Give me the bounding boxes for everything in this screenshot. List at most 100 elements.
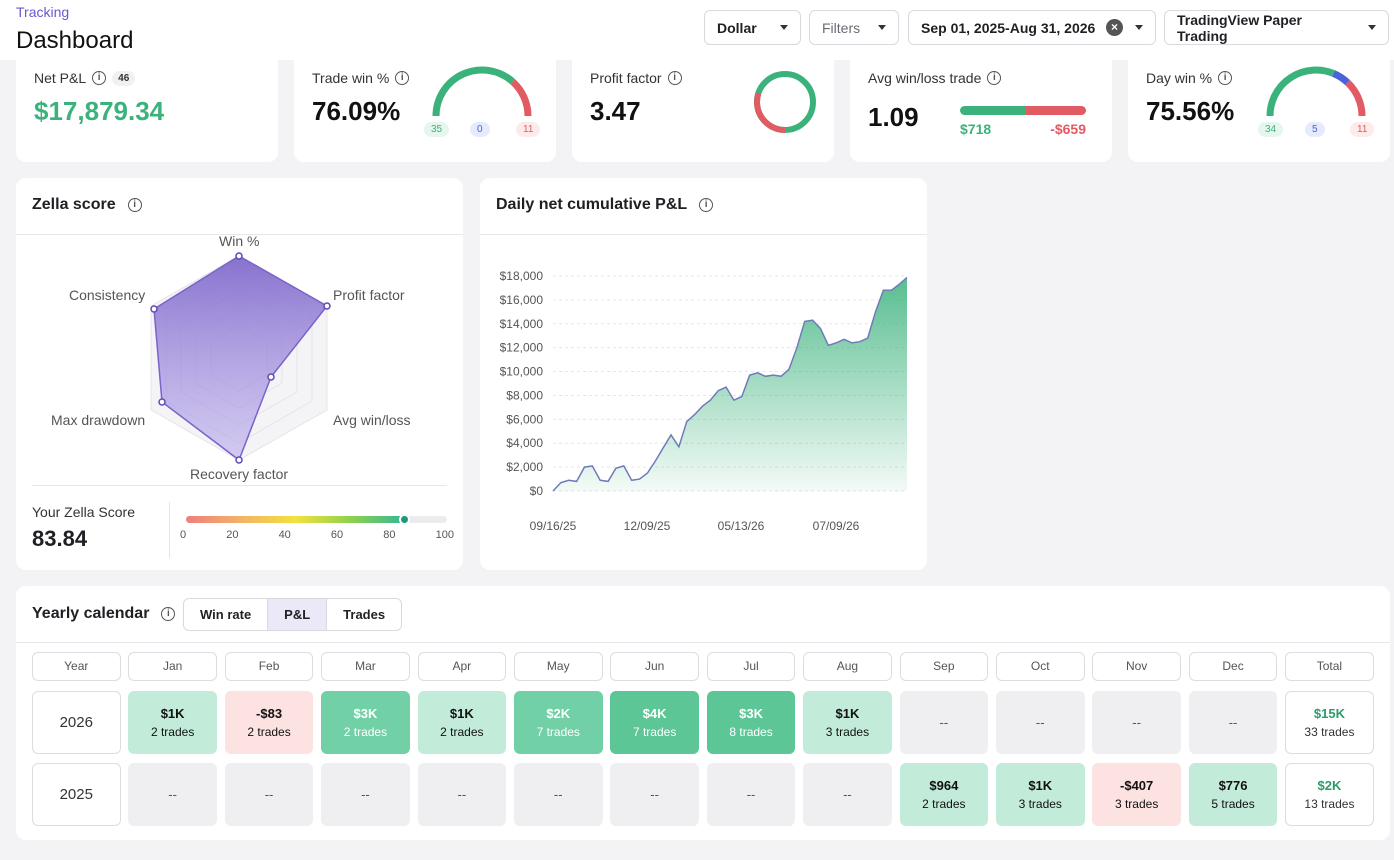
day-win-label: Day win % <box>1146 70 1213 86</box>
date-range-picker[interactable]: Sep 01, 2025-Aug 31, 2026 × <box>908 10 1156 45</box>
tab-trades[interactable]: Trades <box>343 607 386 622</box>
y-tick-label: $0 <box>530 484 544 498</box>
month-pnl-value: $2K <box>1317 778 1342 793</box>
month-pnl-value: -- <box>361 787 370 802</box>
tab-pnl[interactable]: P&L <box>268 599 328 630</box>
avg-win-amount: $718 <box>960 121 992 137</box>
calendar-title-row: Yearly calendar i <box>32 605 176 623</box>
net-pnl-label: Net P&L <box>34 70 87 86</box>
month-trade-count: 13 trades <box>1304 797 1355 811</box>
calendar-month-cell[interactable]: $3K 2 trades <box>321 691 410 754</box>
calendar-month-cell: -- <box>224 763 314 826</box>
axis-consistency: Consistency <box>69 287 146 303</box>
month-pnl-value: -$407 <box>1120 778 1154 793</box>
scale-tick: 20 <box>226 529 239 541</box>
calendar-month-cell[interactable]: $1K 2 trades <box>128 691 217 754</box>
avg-win-loss-label: Avg win/loss trade <box>868 70 982 86</box>
currency-label: Dollar <box>717 19 757 36</box>
month-pnl-value: $1K <box>1028 778 1053 793</box>
month-pnl-value: $15K <box>1313 706 1345 721</box>
month-pnl-value: -- <box>1228 715 1238 730</box>
clear-icon[interactable]: × <box>1106 19 1123 36</box>
calendar-header-aug: Aug <box>803 652 892 681</box>
info-icon[interactable]: i <box>395 71 410 85</box>
calendar-month-cell: -- <box>996 691 1085 754</box>
calendar-header-year: Year <box>32 652 121 681</box>
calendar-month-cell[interactable]: -$407 3 trades <box>1092 763 1181 826</box>
tab-win-rate[interactable]: Win rate <box>184 599 269 630</box>
month-pnl-value: $1K <box>835 706 860 721</box>
breadcrumb[interactable]: Tracking <box>16 4 70 20</box>
info-icon[interactable]: i <box>127 198 142 212</box>
calendar-month-cell: -- <box>417 763 507 826</box>
calendar-month-cell: -- <box>514 763 603 826</box>
y-tick-label: $10,000 <box>500 365 544 379</box>
cumulative-pnl-card: Daily net cumulative P&L i $18,000 $16,00… <box>480 178 927 570</box>
filters-label: Filters <box>822 19 861 36</box>
calendar-month-cell[interactable]: $776 5 trades <box>1188 763 1278 826</box>
top-bar: Tracking Dashboard Dollar Filters Sep 01… <box>0 0 1394 60</box>
info-icon[interactable]: i <box>161 607 176 621</box>
chevron-down-icon <box>878 25 886 30</box>
month-pnl-value: -- <box>746 787 756 802</box>
month-trade-count: 7 trades <box>632 725 677 739</box>
chevron-down-icon <box>1135 25 1143 30</box>
calendar-month-cell[interactable]: $1K 2 trades <box>417 691 507 754</box>
winning-days-badge: 34 <box>1258 122 1284 137</box>
chevron-down-icon <box>780 25 788 30</box>
month-trade-count: 2 trades <box>922 797 966 811</box>
profit-factor-label: Profit factor <box>590 70 662 86</box>
month-pnl-value: -- <box>264 787 274 802</box>
month-trade-count: 2 trades <box>343 725 388 739</box>
losing-days-badge: 11 <box>1350 122 1375 137</box>
y-tick-label: $2,000 <box>506 460 543 474</box>
zella-score-marker <box>398 514 410 525</box>
calendar-year-total[interactable]: $2K 13 trades <box>1285 763 1374 826</box>
calendar-month-cell[interactable]: -$83 2 trades <box>224 691 314 754</box>
zella-score-track <box>186 514 447 525</box>
calendar-month-cell[interactable]: $1K 3 trades <box>803 691 892 754</box>
month-trade-count: 7 trades <box>536 725 580 739</box>
month-trade-count: 3 trades <box>825 725 870 739</box>
month-pnl-value: $1K <box>160 706 185 721</box>
calendar-header-mar: Mar <box>321 652 410 681</box>
calendar-month-cell[interactable]: $1K 3 trades <box>996 763 1085 826</box>
calendar-month-cell[interactable]: $2K 7 trades <box>514 691 603 754</box>
currency-dropdown[interactable]: Dollar <box>704 10 801 45</box>
info-icon[interactable]: i <box>699 198 714 212</box>
calendar-month-cell: -- <box>1188 691 1278 754</box>
calendar-year-total[interactable]: $15K 33 trades <box>1285 691 1374 754</box>
month-pnl-value: -- <box>1035 715 1045 730</box>
avg-loss-amount: -$659 <box>1050 121 1086 137</box>
info-icon[interactable]: i <box>92 71 107 85</box>
account-dropdown[interactable]: TradingView Paper Trading <box>1164 10 1389 45</box>
info-icon[interactable]: i <box>667 71 682 85</box>
month-trade-count: 2 trades <box>247 725 291 739</box>
calendar-month-cell[interactable]: $964 2 trades <box>899 763 989 826</box>
calendar-view-tabs: Win rate P&L Trades <box>183 598 403 631</box>
calendar-header-sep: Sep <box>899 652 989 681</box>
scale-tick: 100 <box>435 529 454 541</box>
chart-title-row: Daily net cumulative P&L i <box>496 196 714 214</box>
info-icon[interactable]: i <box>987 71 1002 85</box>
avg-win-segment <box>960 106 1026 115</box>
chart-title: Daily net cumulative P&L <box>496 196 688 213</box>
zella-score-value: 83.84 <box>32 526 88 551</box>
scale-tick: 60 <box>330 529 344 541</box>
zella-title: Zella score <box>32 196 116 213</box>
calendar-month-cell[interactable]: $4K 7 trades <box>610 691 699 754</box>
win-loss-ratio-bar <box>960 106 1086 115</box>
month-trade-count: 3 trades <box>1114 797 1159 811</box>
zella-radar-chart <box>150 252 331 464</box>
axis-avg-win-loss: Avg win/loss <box>333 412 411 428</box>
filters-dropdown[interactable]: Filters <box>809 10 899 45</box>
info-icon[interactable]: i <box>1218 71 1233 85</box>
month-trade-count: 2 trades <box>440 725 484 739</box>
calendar-month-cell[interactable]: $3K 8 trades <box>706 691 796 754</box>
calendar-header-oct: Oct <box>996 652 1085 681</box>
axis-recovery-factor: Recovery factor <box>190 466 289 482</box>
trade-win-label-row: Trade win % i <box>312 70 410 86</box>
divider <box>169 502 170 558</box>
trade-win-value: 76.09% <box>312 96 401 126</box>
zella-score-label: Your Zella Score <box>32 504 135 520</box>
